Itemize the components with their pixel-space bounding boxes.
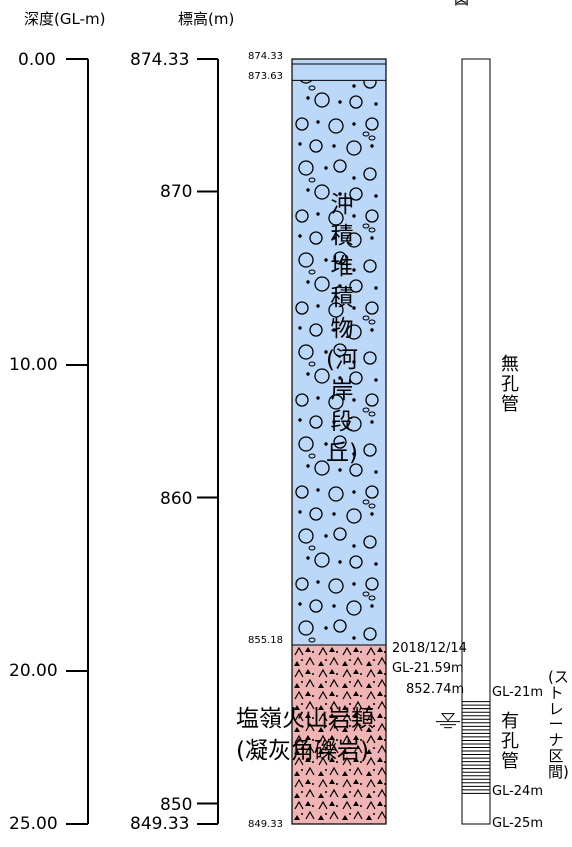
elevation-tick-label: 874.33 bbox=[130, 50, 190, 70]
water-level-elevation: 852.74m bbox=[406, 682, 465, 697]
soil-column-outline bbox=[291, 58, 387, 825]
layer-subname-volcanic: (凝灰角礫岩) bbox=[236, 738, 369, 764]
elevation-tick-label: 849.33 bbox=[130, 814, 190, 834]
figure-mark: 図 bbox=[454, 0, 469, 7]
layer-name-volcanic: 塩嶺火山岩類 bbox=[236, 706, 374, 732]
perforated-casing-label: 有孔管 bbox=[501, 711, 519, 772]
boundary-elevation-label: 855.18 bbox=[248, 635, 283, 646]
layer-name-alluvium: 沖積堆積物(河岸段丘) bbox=[326, 192, 358, 467]
depth-tick-label: 10.00 bbox=[9, 355, 58, 375]
elevation-tick-label: 870 bbox=[160, 182, 193, 202]
elevation-tick-label: 860 bbox=[160, 489, 193, 509]
breccia-pattern bbox=[292, 644, 386, 824]
boundary-elevation-label: 849.33 bbox=[248, 819, 283, 830]
casing-pipe bbox=[461, 58, 491, 825]
casing-mark-21m: GL-21m bbox=[492, 685, 543, 700]
casing-mark-25m: GL-25m bbox=[492, 816, 543, 831]
water-level-triangle bbox=[440, 713, 456, 722]
casing-mark-24m: GL-24m bbox=[492, 784, 543, 799]
elevation-axis-header: 標高(m) bbox=[178, 10, 235, 28]
boundary-elevation-label: 874.33 bbox=[248, 51, 283, 62]
strainer-section-label: (ストレーナ区間) bbox=[548, 668, 569, 781]
water-level-depth: GL-21.59m bbox=[392, 661, 464, 676]
boundary-elevation-label: 873.63 bbox=[248, 71, 283, 82]
depth-axis-header: 深度(GL-m) bbox=[24, 10, 106, 28]
water-level-date: 2018/12/14 bbox=[392, 641, 467, 656]
unperforated-casing-label: 無孔管 bbox=[501, 354, 519, 415]
depth-tick-label: 0.00 bbox=[18, 50, 56, 70]
depth-tick-label: 25.00 bbox=[9, 814, 58, 834]
gravel-pattern bbox=[292, 80, 386, 645]
elevation-tick-label: 850 bbox=[160, 795, 193, 815]
depth-tick-label: 20.00 bbox=[9, 661, 58, 681]
